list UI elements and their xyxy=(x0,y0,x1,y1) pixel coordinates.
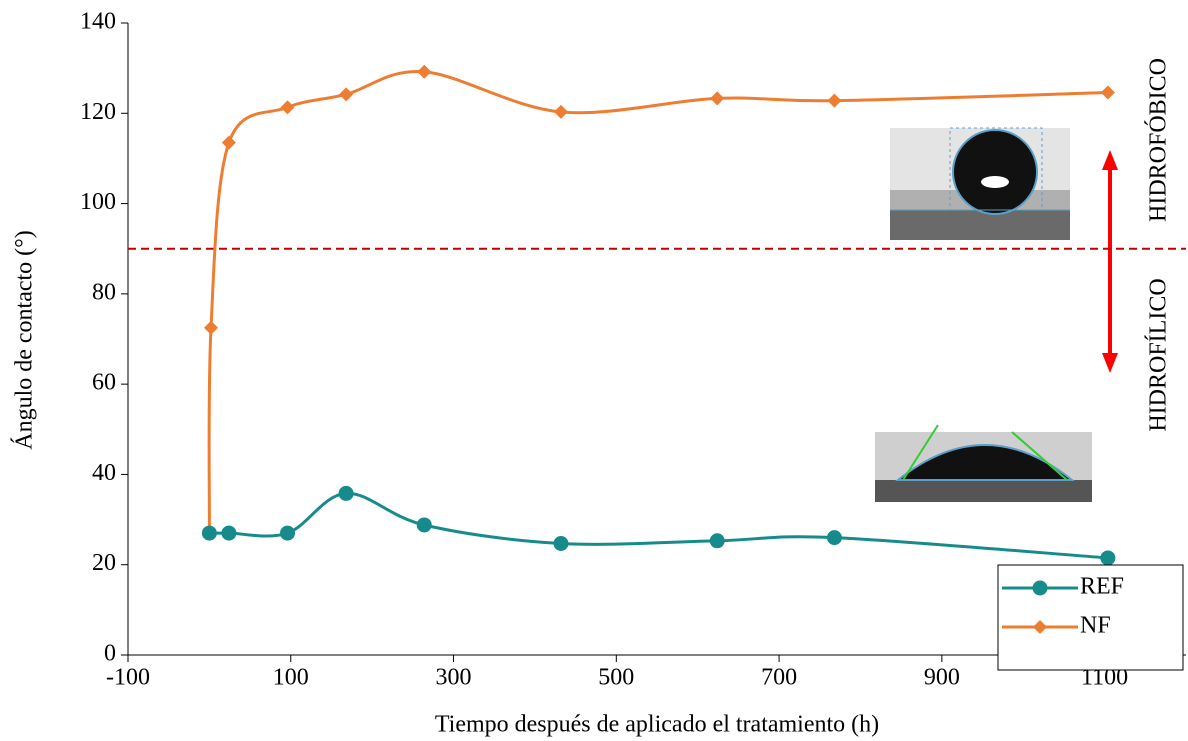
marker xyxy=(221,525,237,541)
marker xyxy=(553,104,568,119)
legend-marker xyxy=(1032,580,1048,596)
legend-label: REF xyxy=(1080,574,1124,600)
double-arrow xyxy=(1102,150,1118,373)
marker xyxy=(710,91,725,106)
marker xyxy=(221,135,236,150)
y-tick-label: 40 xyxy=(92,460,116,486)
x-axis-title: Tiempo después de aplicado el tratamient… xyxy=(435,712,879,738)
marker xyxy=(204,320,219,335)
y-tick-label: 80 xyxy=(92,279,116,305)
y-tick-label: 140 xyxy=(80,9,116,35)
legend-label: NF xyxy=(1080,613,1111,639)
x-tick-label: 700 xyxy=(761,665,797,691)
marker xyxy=(826,530,842,546)
series-line xyxy=(207,70,1108,534)
marker xyxy=(280,100,295,115)
x-tick-label: 500 xyxy=(598,665,634,691)
marker xyxy=(827,93,842,108)
x-tick-label: 900 xyxy=(924,665,960,691)
droplet-photo-hydrophobic xyxy=(890,127,1070,240)
marker xyxy=(416,517,432,533)
droplet-photo-hydrophilic xyxy=(875,424,1092,502)
annotation: HIDROFÍLICO xyxy=(1146,278,1172,431)
y-axis-title: Ángulo de contacto (°) xyxy=(12,230,38,450)
series-line xyxy=(209,491,1108,560)
y-tick-label: 120 xyxy=(80,99,116,125)
y-tick-label: 60 xyxy=(92,370,116,396)
y-tick-label: 20 xyxy=(92,550,116,576)
marker xyxy=(338,485,354,501)
annotation: HIDROFÓBICO xyxy=(1145,58,1172,222)
marker xyxy=(1100,85,1115,100)
marker xyxy=(339,87,354,102)
marker xyxy=(201,525,217,541)
y-tick-label: 100 xyxy=(80,189,116,215)
marker xyxy=(709,533,725,549)
x-tick-label: -100 xyxy=(106,665,150,691)
legend-box xyxy=(997,564,1184,671)
legend-marker xyxy=(1033,620,1047,634)
marker xyxy=(280,525,296,541)
x-tick-label: 300 xyxy=(436,665,472,691)
marker xyxy=(417,64,432,79)
marker xyxy=(553,535,569,551)
marker xyxy=(1100,550,1116,566)
x-tick-label: 100 xyxy=(273,665,309,691)
y-tick-label: 0 xyxy=(104,641,116,667)
